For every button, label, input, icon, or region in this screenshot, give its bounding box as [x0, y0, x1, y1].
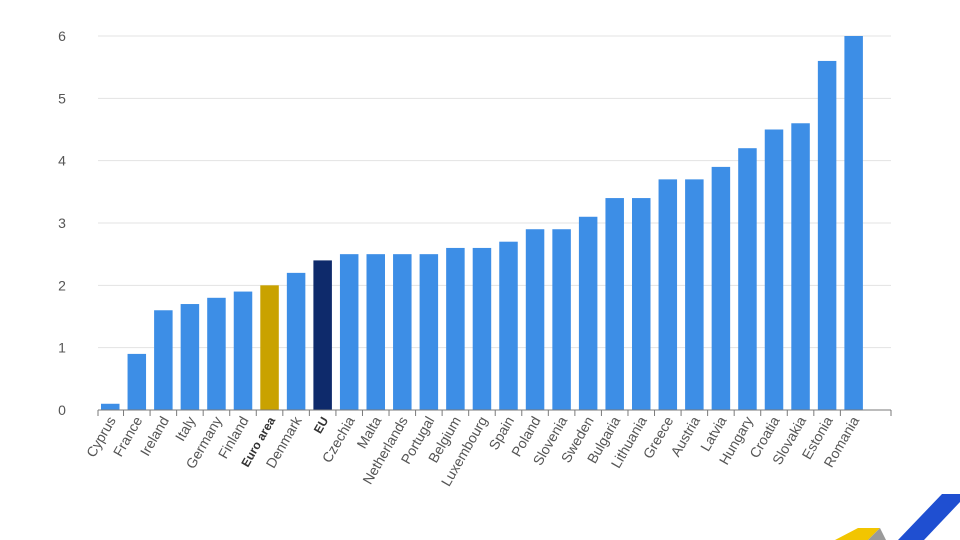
- x-category-label: EU: [311, 415, 331, 436]
- corner-logo: [835, 494, 960, 540]
- bar-croatia: [764, 129, 784, 410]
- bar-denmark: [286, 272, 306, 410]
- y-tick-label: 1: [58, 340, 66, 356]
- bar-eu: [313, 260, 332, 410]
- y-axis-ticks: 0 1 2 3 4 5 6: [58, 28, 66, 418]
- bar-czechia: [339, 254, 359, 410]
- bar-poland: [525, 229, 545, 410]
- bar-finland: [233, 291, 253, 410]
- bar-greece: [658, 179, 678, 410]
- gridlines: [98, 35, 891, 349]
- logo-blue-shape: [898, 494, 960, 540]
- bar-spain: [499, 241, 518, 410]
- y-tick-label: 0: [58, 402, 66, 418]
- bar-netherlands: [393, 254, 412, 410]
- y-tick-label: 4: [58, 153, 66, 169]
- bar-malta: [366, 254, 385, 410]
- y-tick-label: 3: [58, 215, 66, 231]
- bar-ireland: [154, 310, 173, 410]
- bar-bulgaria: [605, 198, 624, 410]
- x-category-label: Italy: [172, 414, 199, 444]
- y-tick-label: 6: [58, 28, 66, 44]
- bar-slovakia: [791, 123, 810, 411]
- bar-euro-area: [260, 285, 279, 410]
- bar-germany: [207, 297, 226, 410]
- bar-latvia: [711, 166, 731, 410]
- bar-hungary: [738, 148, 757, 410]
- bar-austria: [685, 179, 704, 410]
- bar-sweden: [578, 216, 598, 410]
- bar-estonia: [817, 60, 837, 410]
- bar-france: [127, 353, 147, 410]
- logo-gray-shape: [868, 528, 886, 540]
- bar-romania: [844, 36, 863, 410]
- logo-yellow-shape: [835, 528, 880, 540]
- bar-lithuania: [632, 198, 651, 410]
- bar-belgium: [446, 247, 465, 410]
- bar-luxembourg: [472, 247, 492, 410]
- y-tick-label: 5: [58, 90, 66, 106]
- x-axis-tick-marks: [97, 410, 892, 416]
- bar-cyprus: [101, 403, 120, 410]
- bar-portugal: [419, 254, 439, 410]
- y-tick-label: 2: [58, 277, 66, 293]
- bar-italy: [180, 304, 200, 410]
- bar-slovenia: [552, 229, 571, 410]
- bars: [101, 36, 863, 411]
